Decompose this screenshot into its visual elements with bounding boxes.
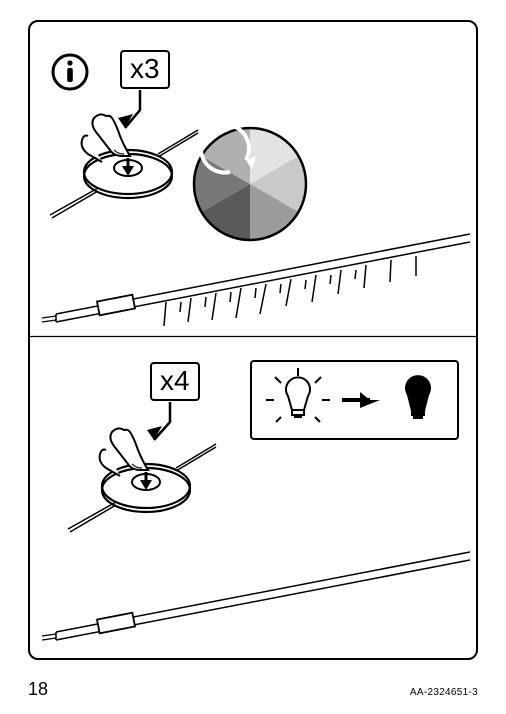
count-label-2: x4 bbox=[160, 365, 190, 396]
count-box-x3: x3 bbox=[120, 50, 170, 89]
info-icon bbox=[50, 52, 90, 92]
result-box bbox=[250, 360, 459, 440]
hand-switch-illustration-2 bbox=[58, 424, 218, 544]
color-wheel bbox=[192, 126, 308, 242]
bulb-off-icon bbox=[405, 375, 431, 419]
led-strip-lit bbox=[36, 230, 476, 336]
footer: 18 AA-2324651-3 bbox=[0, 680, 506, 700]
hand-switch-illustration-1 bbox=[40, 110, 200, 230]
document-id: AA-2324651-3 bbox=[410, 687, 478, 698]
count-label-1: x3 bbox=[130, 53, 160, 84]
bulb-on-icon bbox=[266, 368, 330, 422]
page: x3 bbox=[0, 0, 506, 714]
led-strip-off bbox=[36, 548, 476, 654]
page-number: 18 bbox=[28, 679, 48, 700]
arrow-right-icon bbox=[342, 392, 380, 408]
count-box-x4: x4 bbox=[150, 362, 200, 401]
